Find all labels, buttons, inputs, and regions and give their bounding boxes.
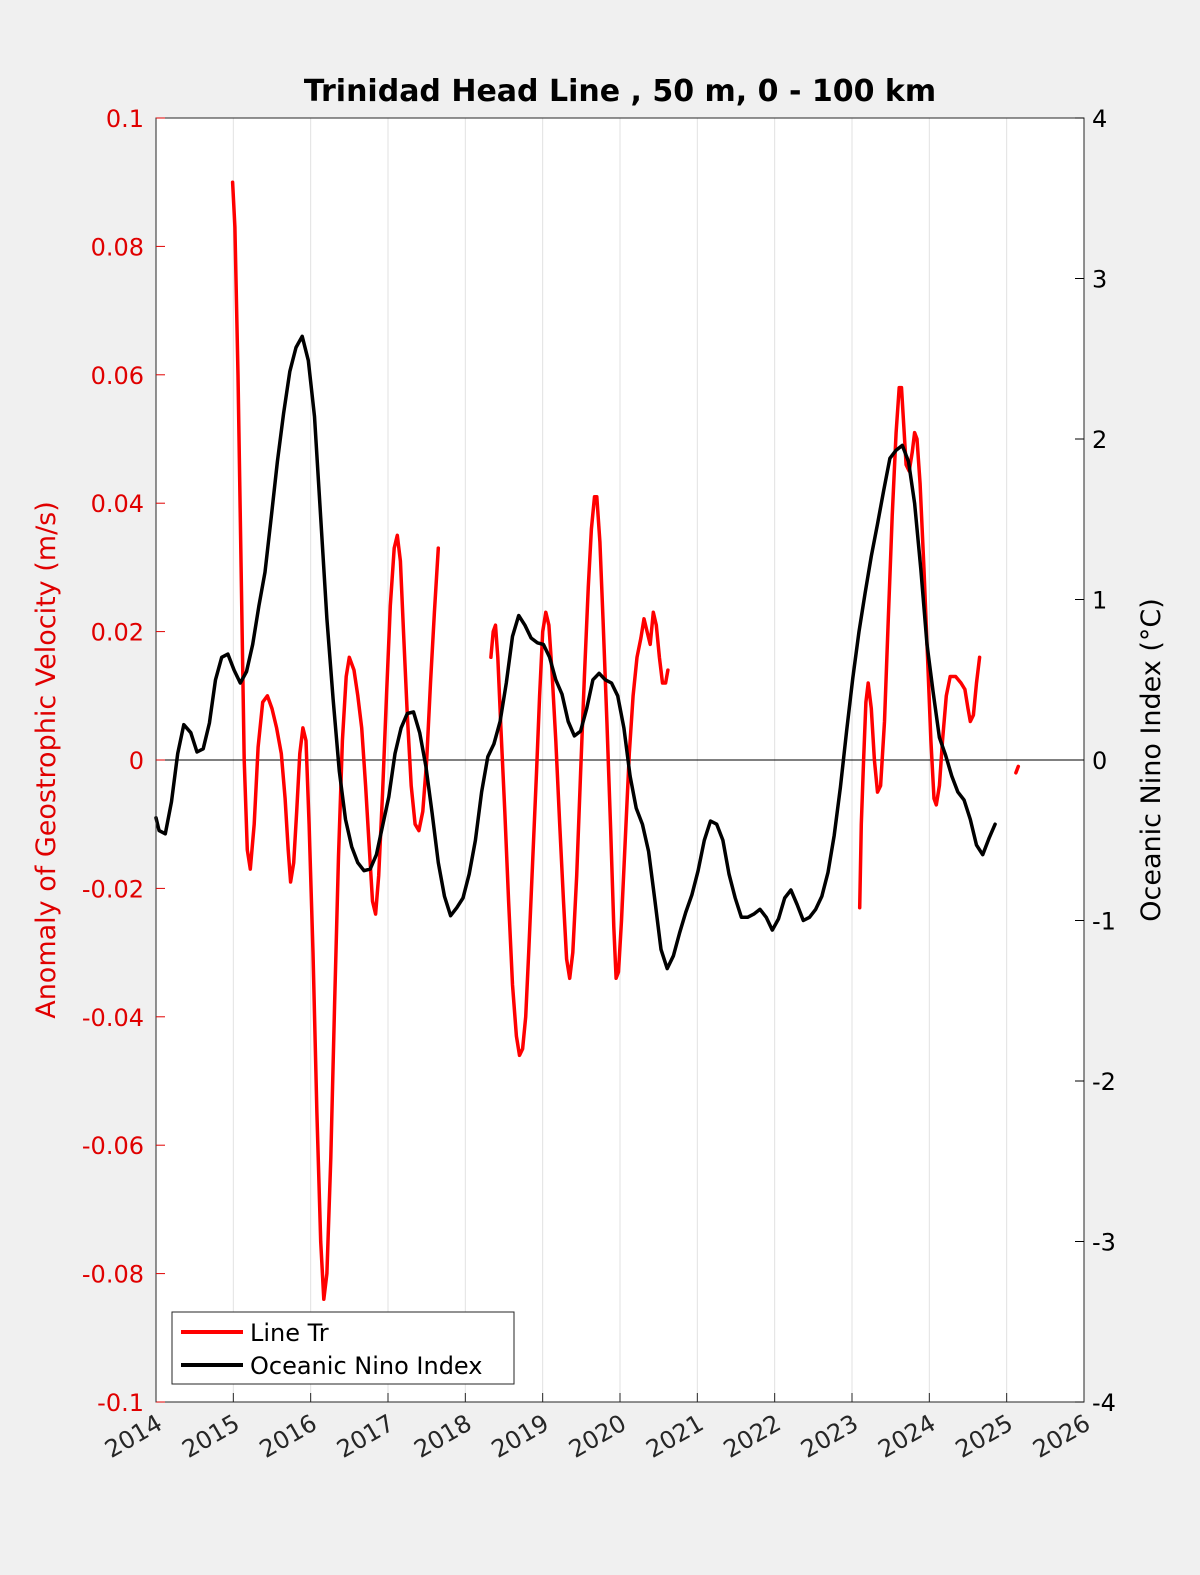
- x-tick-label: 2023: [796, 1409, 863, 1464]
- right-axis-label: Oceanic Nino Index (°C): [1136, 598, 1167, 922]
- legend-label-oni: Oceanic Nino Index: [250, 1352, 482, 1380]
- legend-box: [171, 1311, 515, 1385]
- legend: Line Tr Oceanic Nino Index: [171, 1311, 515, 1385]
- x-tick-label: 2020: [564, 1409, 631, 1464]
- left-axis: -0.1 -0.08 -0.06 -0.04 -0.02 0 0.02 0.04 0.06 0.0…: [82, 105, 165, 1417]
- left-tick-label: 0: [129, 747, 144, 775]
- right-tick-label: -1: [1092, 908, 1116, 936]
- x-tick-label: 2024: [873, 1409, 940, 1464]
- series-line-oni: [154, 334, 997, 971]
- chart-title: Trinidad Head Line , 50 m, 0 - 100 km: [304, 74, 936, 109]
- left-tick-label: 0.08: [91, 233, 144, 261]
- left-tick-label: 0.1: [106, 105, 144, 133]
- left-tick-label: -0.02: [82, 875, 144, 903]
- x-tick-label: 2015: [177, 1409, 244, 1464]
- left-axis-label: Anomaly of Geostrophic Velocity (m/s): [31, 501, 62, 1019]
- x-tick-label: 2017: [332, 1409, 399, 1464]
- right-tick-label: 4: [1092, 105, 1107, 133]
- right-axis: -4 -3 -2 -1 0 1 2 3 4: [1075, 105, 1116, 1417]
- left-tick-label: -0.1: [97, 1389, 144, 1417]
- series-line-line-tr: [857, 385, 982, 910]
- series-line-line-tr: [230, 180, 441, 1302]
- x-axis: 2014 2015 2016 2017 2018 2019 2020 2021 2022 2023…: [100, 1393, 1095, 1464]
- right-tick-label: -4: [1092, 1389, 1116, 1417]
- legend-label-line-tr: Line Tr: [250, 1319, 329, 1347]
- left-tick-label: -0.08: [82, 1261, 144, 1289]
- left-tick-label: 0.04: [91, 490, 144, 518]
- x-tick-label: 2016: [255, 1409, 322, 1464]
- x-tick-label: 2021: [641, 1409, 708, 1464]
- x-tick-label: 2014: [100, 1409, 167, 1464]
- right-tick-label: -2: [1092, 1068, 1116, 1096]
- left-tick-label: 0.06: [91, 362, 144, 390]
- series-layer: [154, 180, 1021, 1302]
- right-tick-label: -3: [1092, 1229, 1116, 1257]
- x-tick-label: 2018: [409, 1409, 476, 1464]
- series-line-line-tr: [489, 495, 670, 1058]
- x-tick-label: 2026: [1028, 1409, 1095, 1464]
- right-tick-label: 0: [1092, 747, 1107, 775]
- left-tick-label: -0.04: [82, 1004, 144, 1032]
- left-tick-label: 0.02: [91, 619, 144, 647]
- series-line-line-tr: [1014, 764, 1021, 775]
- left-tick-label: -0.06: [82, 1132, 144, 1160]
- right-tick-label: 3: [1092, 266, 1107, 294]
- right-tick-label: 1: [1092, 587, 1107, 615]
- x-tick-label: 2022: [719, 1409, 786, 1464]
- x-tick-label: 2025: [951, 1409, 1018, 1464]
- right-tick-label: 2: [1092, 426, 1107, 454]
- x-tick-label: 2019: [487, 1409, 554, 1464]
